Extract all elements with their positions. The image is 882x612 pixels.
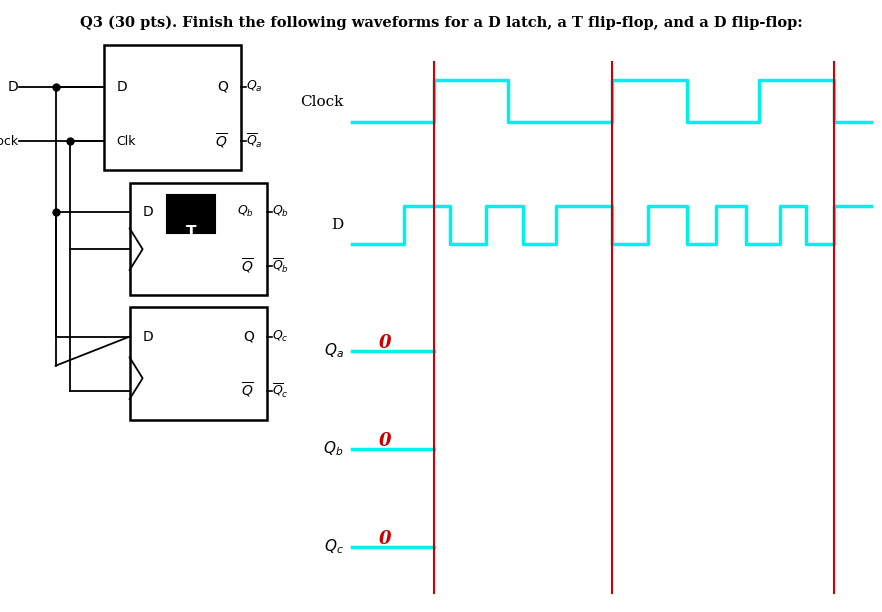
Text: $Q_b$: $Q_b$ [324,439,344,458]
Text: D: D [8,80,19,94]
Text: $\overline{Q}$: $\overline{Q}$ [215,132,228,151]
Text: $Q_b$: $Q_b$ [273,204,289,219]
Text: Q: Q [243,330,254,343]
Text: $\overline{Q}$: $\overline{Q}$ [241,256,254,275]
Text: 0: 0 [378,334,391,353]
Text: $\overline{Q}_b$: $\overline{Q}_b$ [273,257,289,275]
Text: 0: 0 [378,530,391,548]
Text: Clock: Clock [300,95,344,109]
Bar [130,307,266,420]
Text: $Q_a$: $Q_a$ [324,341,344,360]
Text: D: D [332,218,344,232]
Text: Q3 (30 pts). Finish the following waveforms for a D latch, a T flip-flop, and a : Q3 (30 pts). Finish the following wavefo… [79,15,803,30]
Text: $Q_a$: $Q_a$ [246,80,263,94]
Text: $\overline{Q}_a$: $\overline{Q}_a$ [246,132,263,150]
Text: Q: Q [217,80,228,94]
Text: $\overline{Q}$: $\overline{Q}$ [241,381,254,400]
Text: D: D [116,80,127,94]
Text: $Q_b$: $Q_b$ [236,204,254,219]
Text: D: D [143,205,153,218]
Bar [104,45,241,170]
Text: D: D [143,330,153,343]
Text: $Q_c$: $Q_c$ [324,537,344,556]
Text: T: T [185,225,196,240]
Text: $\overline{Q}_c$: $\overline{Q}_c$ [273,382,289,400]
Text: Clk: Clk [116,135,136,147]
Bar [130,182,266,295]
Text: Clock: Clock [0,135,19,147]
Text: 0: 0 [378,432,391,450]
Text: $Q_c$: $Q_c$ [273,329,288,344]
Bar [167,195,215,233]
